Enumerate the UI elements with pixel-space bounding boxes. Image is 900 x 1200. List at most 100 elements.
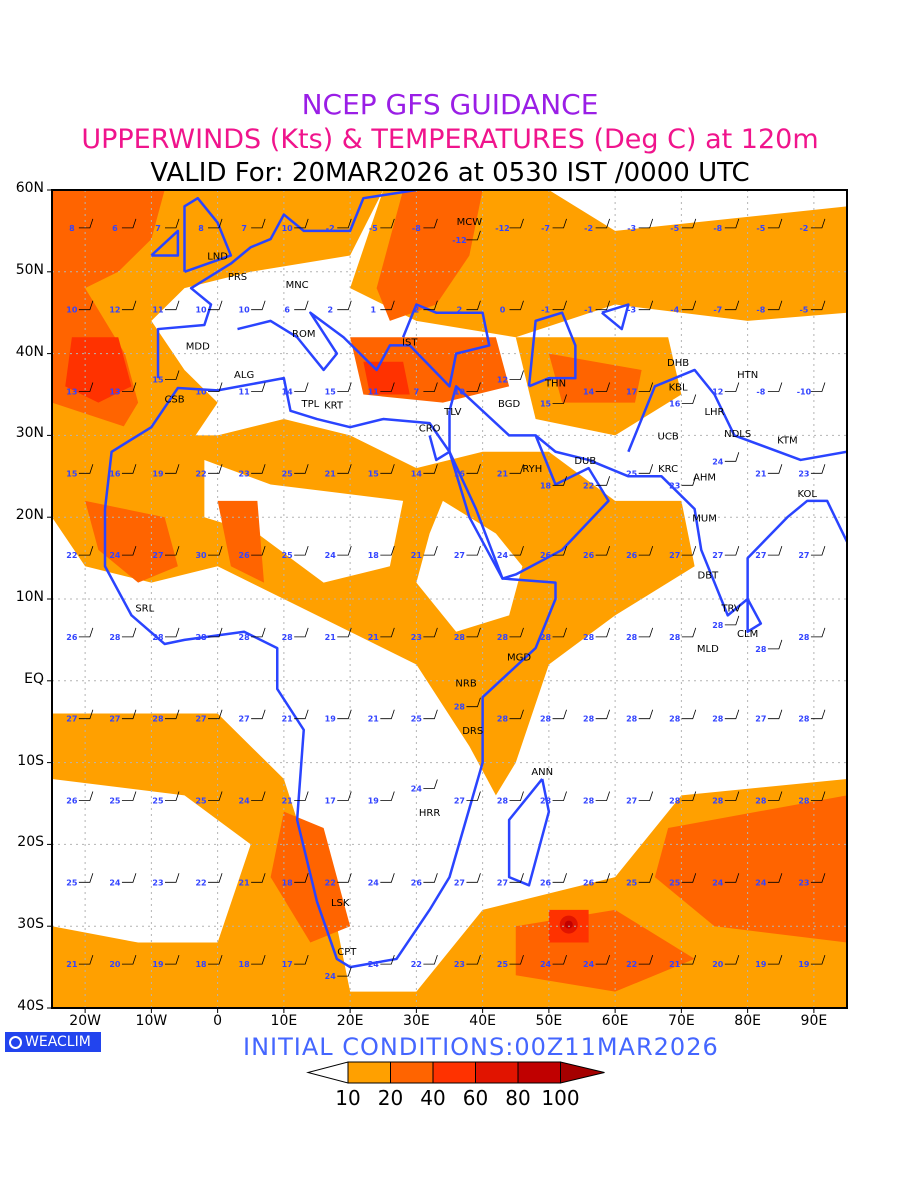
temperature-value: 13 [109,388,120,397]
wind-barb [294,873,309,883]
wind-barb [78,954,94,965]
temperature-value: 21 [411,551,423,560]
lat-tick-label: 20N [15,507,44,524]
temperature-value: -7 [541,224,550,233]
wind-barb [165,954,180,965]
wind-barb [509,370,524,380]
temperature-value: 10 [195,388,207,397]
station-label: IST [402,337,418,348]
wind-barb [380,300,395,311]
wind-barb [208,873,223,883]
temperature-value: 23 [798,878,809,887]
temperature-value: 15 [152,376,164,385]
wind-barb [208,300,223,311]
wind-barb [724,709,740,720]
colorbar-label: 40 [420,1086,446,1110]
temperature-value: -4 [670,306,679,315]
wind-barb [423,382,438,392]
wind-barb [681,300,697,311]
temperature-value: 22 [195,878,206,887]
temperature-value: 16 [454,469,466,478]
wind-barb [509,300,524,311]
temperature-value: 19 [152,960,164,969]
copyright-icon [9,1036,22,1049]
wind-barb [681,709,697,720]
temperature-value: 25 [626,469,638,478]
station-label: DBT [698,571,720,582]
temperature-value: 10 [239,306,251,315]
temperature-value: 28 [712,797,724,806]
wind-barb [337,382,352,392]
wind-barb [552,300,567,311]
colorbar-label: 100 [541,1086,580,1110]
temperature-value: 28 [195,633,207,642]
wind-barb [78,627,94,638]
temperature-value: 21 [239,878,251,887]
wind-barb [165,464,180,474]
temperature-value: 26 [540,878,552,887]
temperature-value: 15 [368,469,380,478]
wind-barb [380,218,395,229]
wind-barb [380,709,395,720]
wind-barb [466,300,481,311]
temperature-value: 16 [669,400,681,409]
coastline [156,190,417,379]
wind-barb [638,709,654,720]
station-label: MGD [507,652,531,663]
temperature-value: 19 [325,715,337,724]
station-label: KOL [798,489,818,500]
station-label: MCW [457,217,483,228]
station-label: DUB [574,456,596,467]
temperature-value: 27 [798,551,809,560]
wind-barb [121,300,137,311]
temperature-value: 23 [152,878,163,887]
wind-barb [121,791,137,801]
station-label: NRB [455,679,476,690]
temperature-value: 28 [669,633,681,642]
lat-tick-label: 50N [15,261,44,278]
lon-tick-label: 80E [734,1013,761,1029]
wind-shade-region [681,500,847,616]
temperature-value: 28 [109,633,121,642]
temperature-value: 10 [195,306,207,315]
wind-barb [638,382,654,392]
wind-barb [121,464,137,474]
station-label: KTM [777,436,798,447]
temperature-value: 20 [712,960,724,969]
title-valid-time: VALID For: 20MAR2026 at 0530 IST /0000 U… [150,158,750,188]
wind-barb [423,464,438,474]
wind-barb [294,627,309,638]
temperature-value: 23 [798,469,809,478]
wind-barb [552,709,567,720]
station-label: CLM [737,629,758,640]
temperature-value: 22 [411,960,422,969]
wind-barb [767,218,783,229]
temperature-value: 28 [669,797,681,806]
wind-barb [638,545,654,556]
wind-shade-region [52,190,384,501]
station-label: MUM [692,513,717,524]
temperature-value: 28 [497,633,509,642]
station-label: MLD [697,644,719,655]
temperature-value: 26 [411,878,423,887]
wind-barb [810,709,826,720]
temperature-value: 2 [327,306,333,315]
wind-shade-region [575,648,847,796]
temperature-value: 26 [626,551,638,560]
weaclim-logo[interactable]: WEACLIM [5,1032,101,1052]
temperature-value: 25 [282,551,294,560]
temperature-value: 18 [239,960,251,969]
wind-barb [810,300,826,311]
wind-barb [810,791,826,801]
wind-barb [337,709,352,720]
temperature-value: 14 [411,469,423,478]
wind-barb [810,382,826,392]
station-label: TLV [443,407,462,418]
temperature-value: -10 [797,388,812,397]
wind-barb [509,709,524,720]
temperature-value: 21 [755,469,767,478]
wind-barb [294,954,309,965]
wind-barb [552,218,567,229]
temperature-value: -12 [452,236,466,245]
temperature-value: 25 [626,878,638,887]
